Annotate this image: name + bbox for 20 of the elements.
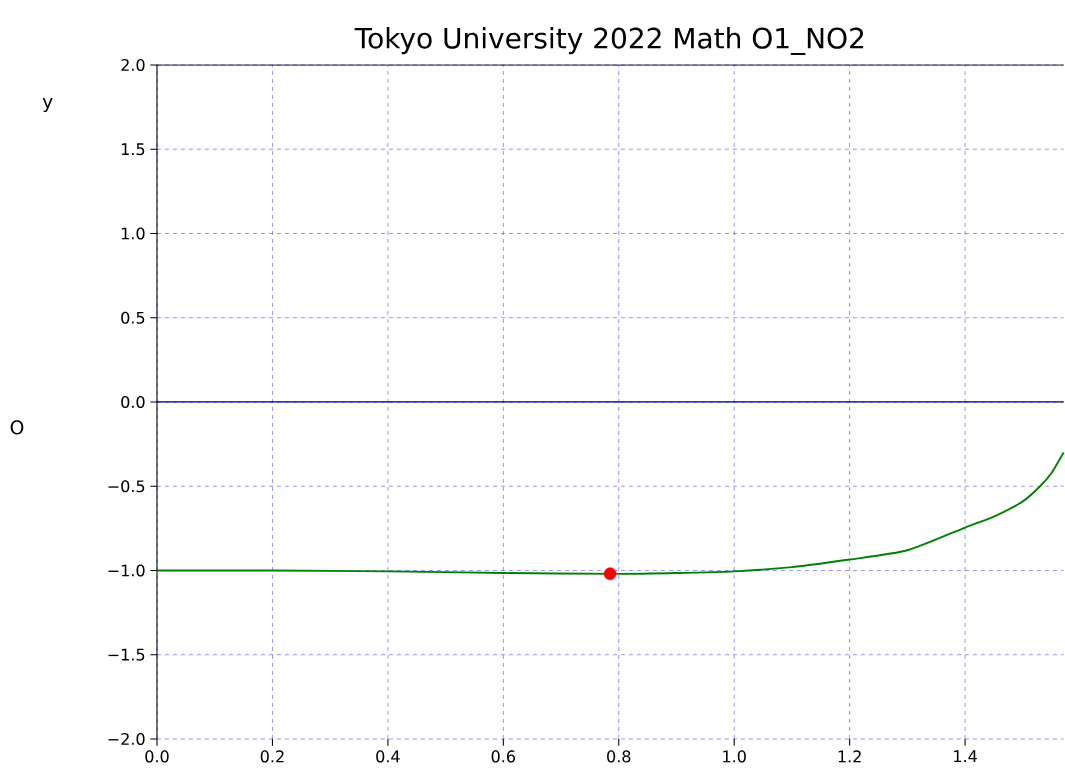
y-tick-label: 1.5 bbox=[121, 143, 145, 156]
chart-title: Tokyo University 2022 Math O1_NO2 bbox=[354, 27, 864, 55]
y-tick-label: −1.5 bbox=[108, 648, 145, 661]
x-tick-label: 1.2 bbox=[838, 750, 861, 763]
x-tick-label: 0.6 bbox=[491, 750, 516, 763]
y-tick-label: 0.5 bbox=[121, 311, 145, 324]
y-tick-label: 1.0 bbox=[121, 227, 145, 240]
y-tick-label: 0.0 bbox=[121, 395, 145, 409]
x-tick-label: 0.0 bbox=[145, 750, 169, 763]
text: O bbox=[10, 420, 24, 435]
x-tick-label: 0.2 bbox=[260, 750, 284, 763]
y-axis-title: y bbox=[42, 97, 53, 113]
x-tick-label: 1.0 bbox=[723, 750, 746, 763]
x-tick-label: 0.4 bbox=[376, 750, 400, 763]
y-tick-label: 2.0 bbox=[121, 58, 145, 72]
y-tick-label: −1.0 bbox=[108, 564, 145, 577]
x-tick-label: 1.4 bbox=[954, 750, 977, 763]
y-tick-label: −0.5 bbox=[108, 480, 145, 493]
y-tick-label: −2.0 bbox=[108, 732, 145, 746]
x-tick-label: 0.8 bbox=[607, 750, 631, 763]
